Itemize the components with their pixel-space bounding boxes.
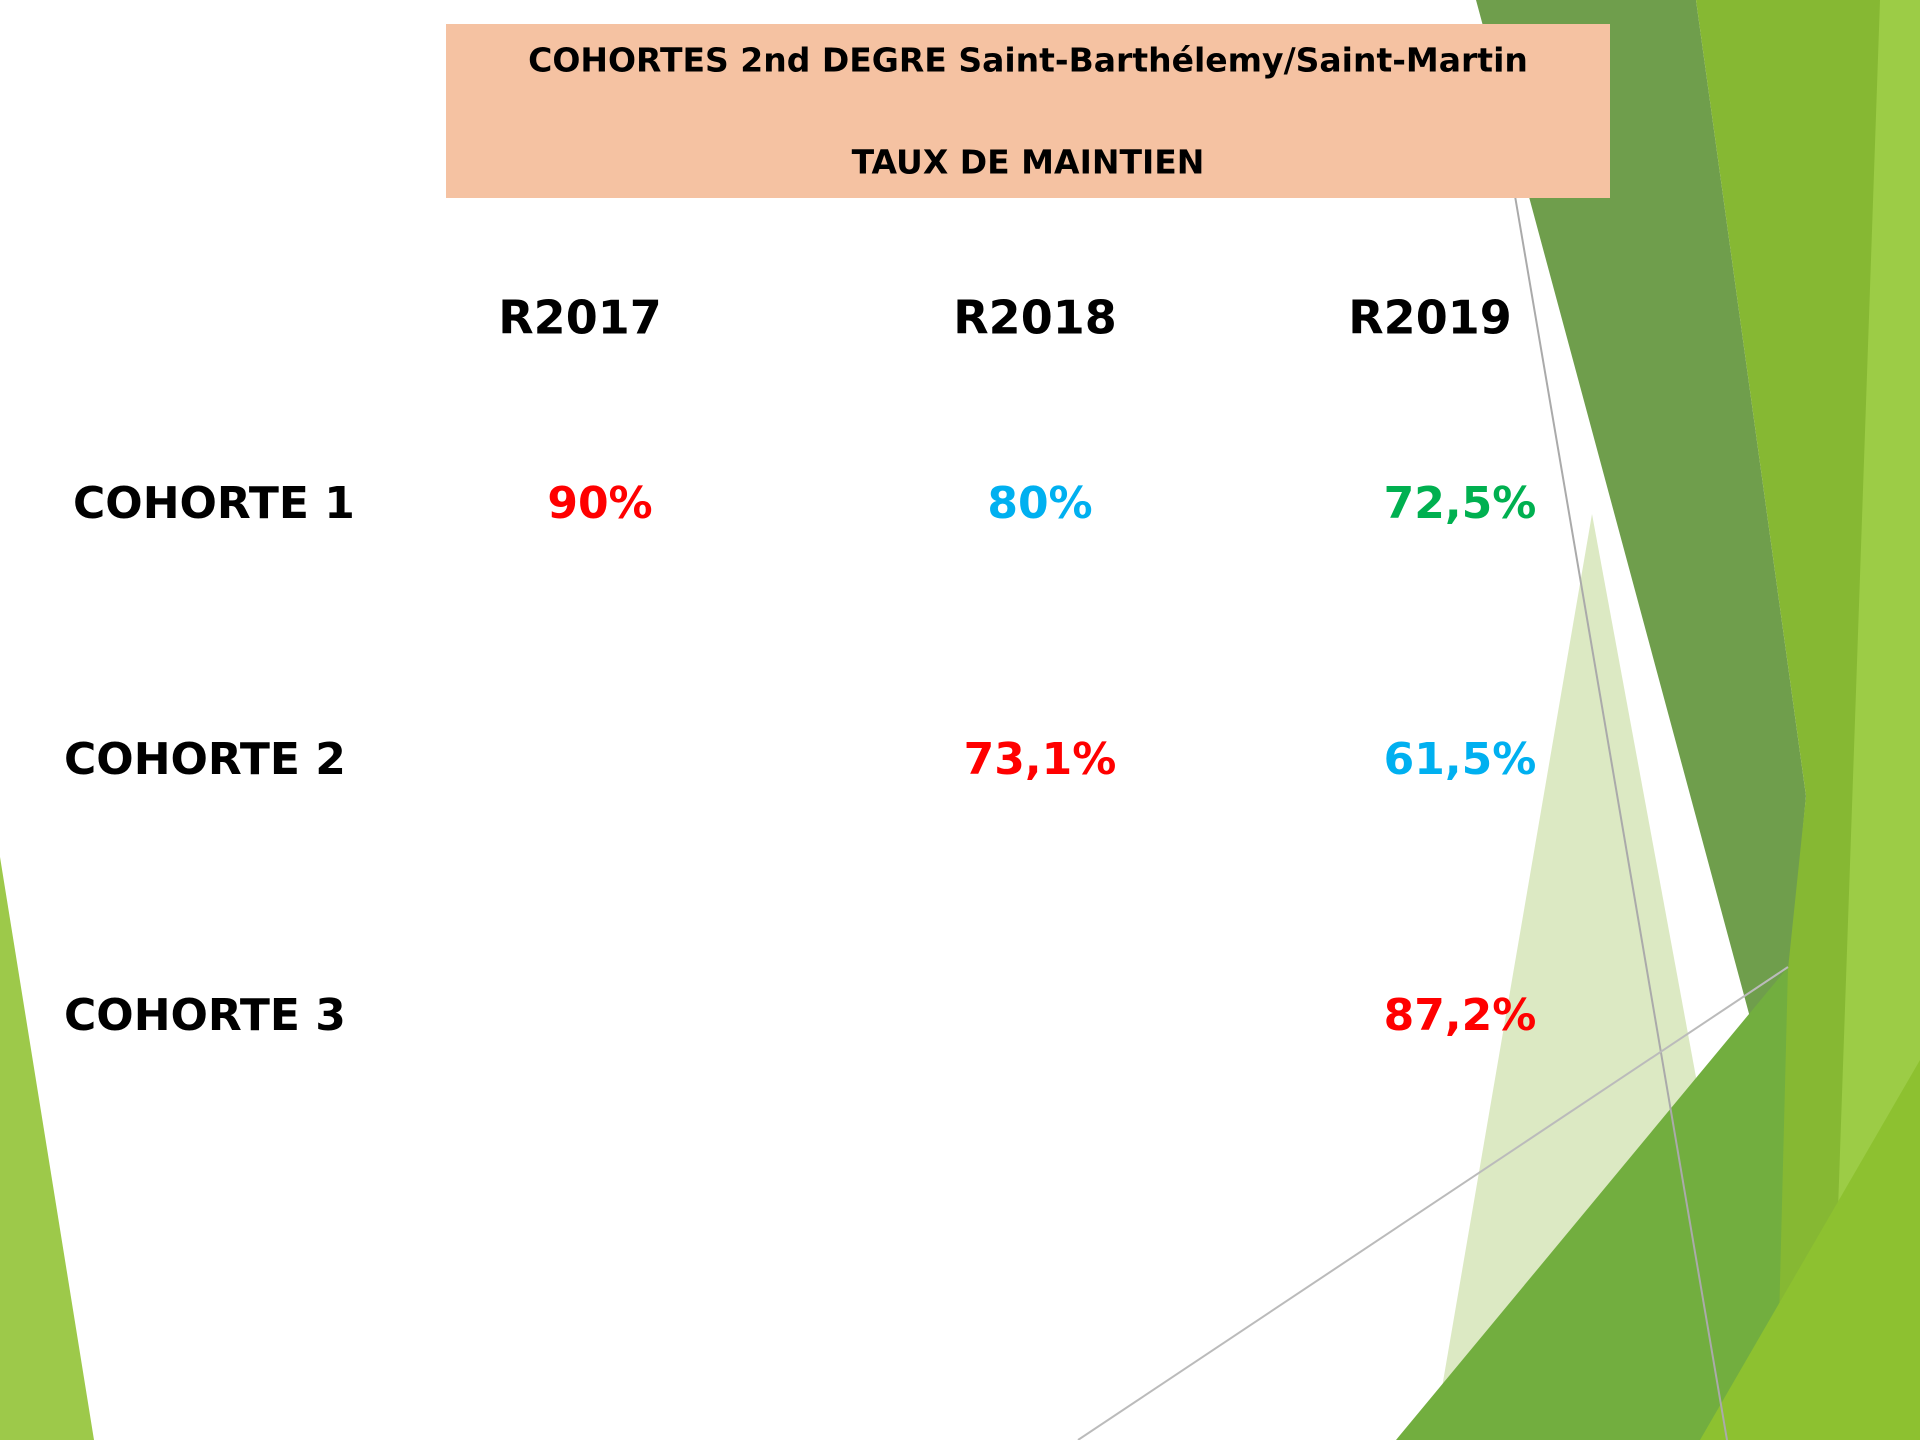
header-box <box>446 24 1610 198</box>
shape <box>1476 0 1806 1114</box>
cell-value: 73,1% <box>964 734 1117 785</box>
table: R2017 R2018 R2019 COHORTE 1 90% 80% 72,5% COHOR… <box>64 291 1536 1042</box>
line <box>1514 195 1728 1440</box>
cell-value: 72,5% <box>1384 478 1537 529</box>
header-subtitle: TAUX DE MAINTIEN <box>852 143 1205 182</box>
row-label: COHORTE 2 <box>64 734 346 785</box>
shape <box>1830 0 1920 1440</box>
column-header: R2018 <box>953 291 1116 345</box>
shape <box>0 857 94 1440</box>
cell-value: 80% <box>987 478 1092 529</box>
cell-value: 61,5% <box>1384 734 1537 785</box>
header-title: COHORTES 2nd DEGRE Saint-Barthélemy/Sain… <box>528 41 1528 80</box>
shape <box>1396 967 1788 1440</box>
column-header: R2017 <box>498 291 661 345</box>
shape <box>1700 1060 1920 1440</box>
column-header: R2019 <box>1348 291 1511 345</box>
cell-value: 87,2% <box>1384 990 1537 1041</box>
cell-value: 90% <box>547 478 652 529</box>
row-label: COHORTE 3 <box>64 990 346 1041</box>
line <box>1077 966 1789 1440</box>
row-label: COHORTE 1 <box>73 478 355 529</box>
